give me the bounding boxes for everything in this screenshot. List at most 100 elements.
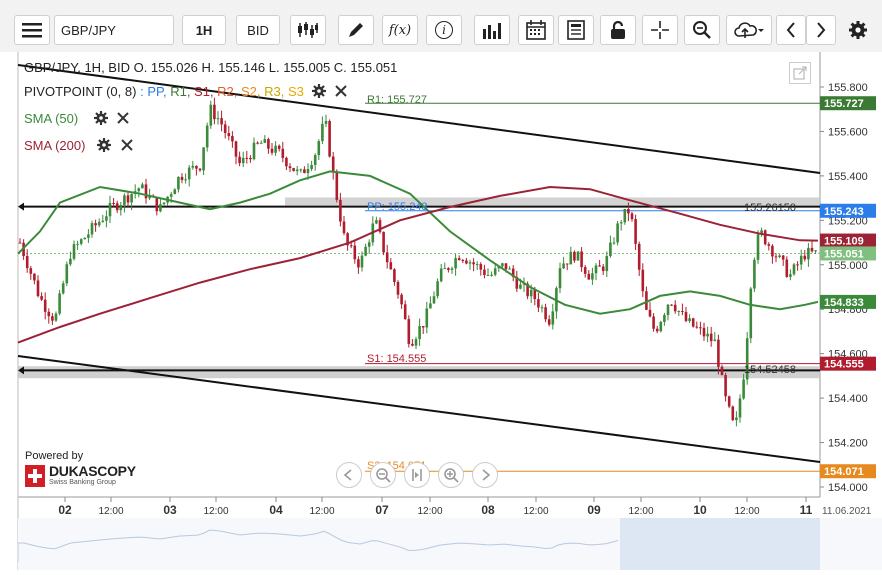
- candle-body: [364, 246, 367, 256]
- candle-body: [749, 288, 753, 339]
- lock-icon: [611, 20, 625, 39]
- candle-body: [493, 268, 497, 275]
- candle-body: [767, 244, 771, 246]
- sma200-settings-icon[interactable]: [97, 138, 112, 155]
- candle-body: [490, 274, 493, 276]
- candle-body: [684, 311, 688, 322]
- candle-body: [637, 243, 641, 270]
- pivot-legend-label: PIVOTPOINT (0, 8): [24, 84, 137, 99]
- candle-body: [727, 396, 731, 407]
- calendar-button[interactable]: [518, 15, 554, 45]
- candle-body: [713, 339, 717, 342]
- pivot-series-3: R2,: [217, 84, 242, 99]
- price-badge-label: 154.071: [824, 466, 864, 478]
- time-tick-label: 02: [58, 503, 72, 517]
- zoom-button[interactable]: [684, 15, 720, 45]
- sma50-remove-icon[interactable]: [117, 112, 130, 127]
- candle-body: [259, 142, 263, 144]
- sma50-settings-icon[interactable]: [93, 111, 108, 128]
- price-tick-label: 155.800: [828, 82, 868, 94]
- pivot-legend: PIVOTPOINT (0, 8) : PP, R1, S1, R2, S2, …: [24, 84, 347, 101]
- export-button[interactable]: [726, 15, 772, 45]
- candle-body: [213, 104, 216, 120]
- candle-body: [187, 167, 191, 180]
- candle-body: [425, 308, 429, 328]
- chart-type-button[interactable]: [290, 15, 326, 45]
- scroll-right-button[interactable]: [806, 15, 836, 45]
- time-tick-label: 11: [800, 503, 813, 517]
- pp-label: PP: 155.243: [367, 201, 428, 213]
- r1-label: R1: 155.727: [367, 94, 427, 106]
- menu-button[interactable]: [14, 15, 50, 45]
- candle-body: [540, 307, 544, 309]
- candle-body: [468, 262, 472, 264]
- indicators-button[interactable]: f(x): [382, 15, 418, 45]
- time-tick-label: 12:00: [417, 506, 442, 517]
- symbol-selector[interactable]: GBP/JPY: [54, 15, 174, 45]
- candle-body: [33, 273, 36, 281]
- candle-body: [465, 260, 468, 264]
- candle-body: [598, 265, 601, 267]
- candle-body: [367, 242, 371, 247]
- candle-body: [357, 259, 360, 268]
- volume-button[interactable]: [474, 15, 510, 45]
- zoom-in-button[interactable]: [438, 462, 464, 488]
- popout-button[interactable]: [789, 62, 811, 84]
- price-chart[interactable]: 155.800 155.600 155.400 155.200 155.000 154.8…: [0, 52, 882, 570]
- time-tick-label: 12:00: [309, 506, 334, 517]
- candle-body: [681, 311, 684, 313]
- swiss-cross-icon: [25, 464, 45, 487]
- logo-tagline: Swiss Banking Group: [49, 479, 116, 486]
- chart-area[interactable]: 155.800 155.600 155.400 155.200 155.000 154.8…: [0, 52, 882, 570]
- timeframe-selector[interactable]: 1H: [182, 15, 226, 45]
- candle-body: [90, 223, 94, 235]
- price-tick-label: 155.000: [828, 260, 868, 272]
- candle-body: [623, 209, 627, 223]
- reset-button[interactable]: [404, 462, 430, 488]
- crosshair-button[interactable]: [642, 15, 678, 45]
- candle-body: [742, 379, 745, 399]
- candle-body: [378, 220, 382, 232]
- candle-body: [738, 398, 742, 418]
- candle-body: [180, 176, 184, 180]
- price-type-selector[interactable]: BID: [236, 15, 280, 45]
- candle-body: [529, 289, 533, 297]
- candle-body: [198, 168, 202, 171]
- candle-body: [18, 242, 22, 244]
- candle-body: [195, 165, 198, 169]
- candle-body: [101, 220, 105, 222]
- candle-body: [72, 244, 76, 259]
- zoom-out-button[interactable]: [370, 462, 396, 488]
- candle-body: [677, 311, 681, 313]
- candle-body: [295, 169, 299, 172]
- sma200-remove-icon[interactable]: [120, 139, 133, 154]
- candle-body: [119, 205, 123, 211]
- settings-button[interactable]: [848, 20, 870, 42]
- candle-body: [778, 255, 781, 258]
- scroll-left-icon: [343, 469, 352, 481]
- price-badge: [820, 464, 876, 479]
- scroll-left-button[interactable]: [336, 462, 362, 488]
- lock-button[interactable]: [600, 15, 636, 45]
- candle-body: [673, 304, 677, 312]
- candle-body: [267, 139, 270, 149]
- candle-body: [40, 296, 43, 300]
- draw-tool-button[interactable]: [338, 15, 374, 45]
- candle-body: [580, 251, 583, 268]
- price-tick-label: 155.400: [828, 171, 868, 183]
- scroll-left-button[interactable]: [776, 15, 806, 45]
- candle-body: [389, 262, 393, 270]
- report-button[interactable]: [558, 15, 594, 45]
- price-badge: [820, 246, 876, 261]
- price-badge-label: 155.051: [824, 248, 864, 260]
- candle-body: [439, 268, 443, 282]
- info-button[interactable]: i: [426, 15, 462, 45]
- candle-body: [303, 169, 306, 174]
- pivot-settings-icon[interactable]: [311, 84, 326, 101]
- candle-body: [83, 237, 87, 240]
- pivot-remove-icon[interactable]: [335, 85, 347, 100]
- candle-body: [501, 263, 504, 267]
- candle-body: [292, 168, 295, 172]
- scroll-right-button[interactable]: [472, 462, 498, 488]
- candle-body: [252, 142, 256, 160]
